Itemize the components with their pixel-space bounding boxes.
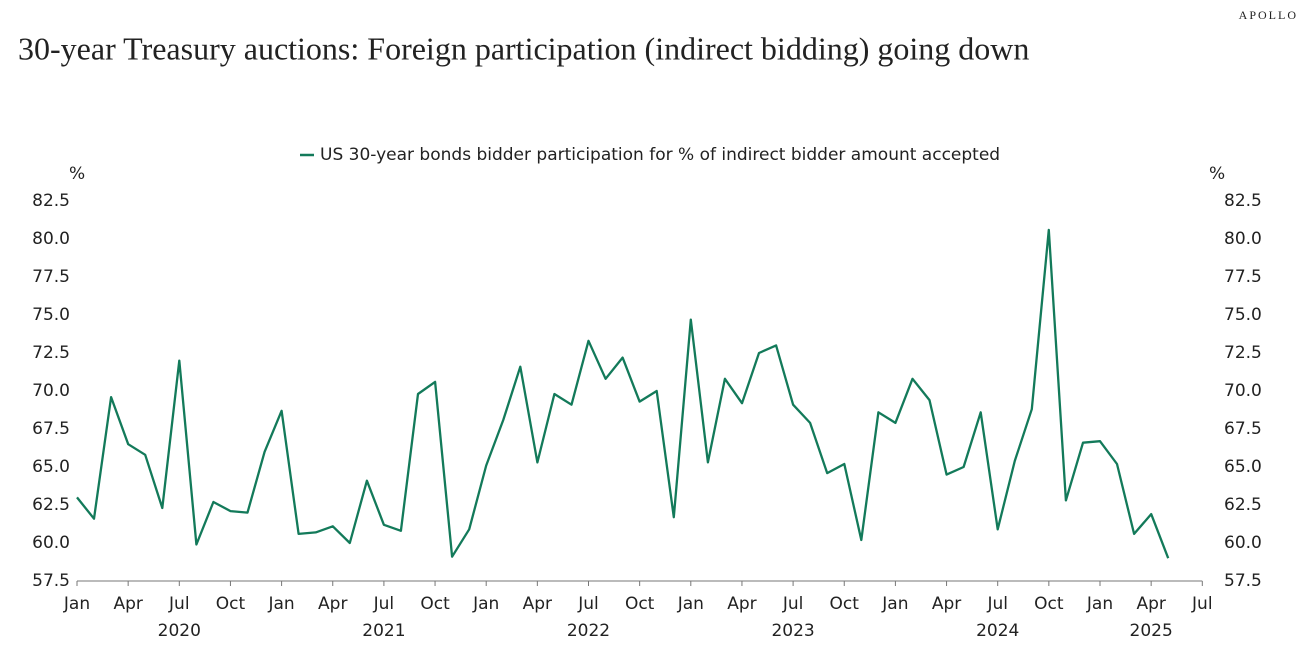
year-label: 2022 (567, 621, 610, 641)
chart-title: 30-year Treasury auctions: Foreign parti… (18, 30, 1029, 66)
y-tick-label: 80.0 (32, 229, 70, 249)
y2-tick-label: 82.5 (1224, 191, 1262, 211)
x-tick-label: Apr (727, 594, 756, 614)
y2-tick-label: 72.5 (1224, 343, 1262, 363)
x-tick-label: Jul (373, 594, 395, 614)
x-tick-label: Jul (1191, 594, 1213, 614)
y2-tick-label: 80.0 (1224, 229, 1262, 249)
y-tick-label: 65.0 (32, 457, 70, 477)
x-tick-label: Oct (1034, 594, 1064, 614)
x-tick-label: Jan (63, 594, 90, 614)
y2-tick-label: 77.5 (1224, 267, 1262, 287)
y2-tick-label: 67.5 (1224, 419, 1262, 439)
x-tick-label: Jan (881, 594, 908, 614)
x-tick-label: Oct (216, 594, 246, 614)
x-tick-label: Jan (677, 594, 704, 614)
y2-tick-label: 65.0 (1224, 457, 1262, 477)
x-tick-label: Apr (523, 594, 552, 614)
y-tick-label: 67.5 (32, 419, 70, 439)
y2-tick-label: 75.0 (1224, 305, 1262, 325)
y2-tick-label: 62.5 (1224, 495, 1262, 515)
year-label: 2021 (362, 621, 405, 641)
y-tick-label: 72.5 (32, 343, 70, 363)
year-label: 2020 (158, 621, 201, 641)
x-tick-label: Oct (420, 594, 450, 614)
x-tick-label: Jul (577, 594, 599, 614)
x-tick-label: Oct (625, 594, 655, 614)
y2-tick-label: 60.0 (1224, 533, 1262, 553)
x-tick-label: Jul (168, 594, 190, 614)
y2-tick-label: 70.0 (1224, 381, 1262, 401)
year-label: 2023 (771, 621, 814, 641)
y-unit: % (69, 164, 85, 184)
y2-tick-label: 57.5 (1224, 571, 1262, 591)
y2-unit: % (1209, 164, 1225, 184)
year-label: 2024 (976, 621, 1019, 641)
y-tick-label: 62.5 (32, 495, 70, 515)
x-tick-label: Apr (932, 594, 961, 614)
x-tick-label: Apr (318, 594, 347, 614)
x-tick-label: Jul (986, 594, 1008, 614)
y-tick-label: 77.5 (32, 267, 70, 287)
x-tick-label: Apr (113, 594, 142, 614)
y-tick-label: 60.0 (32, 533, 70, 553)
x-tick-label: Apr (1136, 594, 1165, 614)
y-tick-label: 75.0 (32, 305, 70, 325)
x-tick-label: Oct (830, 594, 860, 614)
x-tick-label: Jul (782, 594, 804, 614)
year-label: 2025 (1130, 621, 1173, 641)
x-tick-label: Jan (1086, 594, 1113, 614)
y-tick-label: 57.5 (32, 571, 70, 591)
x-tick-label: Jan (267, 594, 294, 614)
x-tick-label: Jan (472, 594, 499, 614)
legend-label: US 30-year bonds bidder participation fo… (320, 145, 1000, 165)
brand: APOLLO (1239, 8, 1298, 22)
y-tick-label: 82.5 (32, 191, 70, 211)
line (76, 228, 1170, 559)
y-tick-label: 70.0 (32, 381, 70, 401)
